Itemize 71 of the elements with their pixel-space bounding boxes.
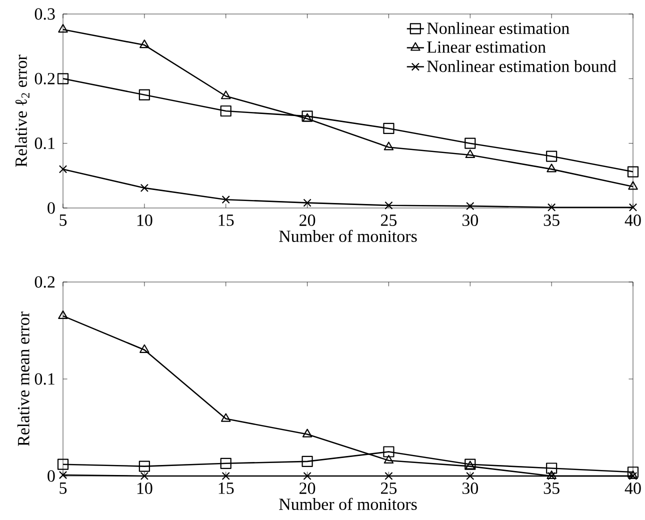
legend-label: Linear estimation <box>427 41 546 53</box>
point <box>57 73 69 84</box>
point <box>140 184 149 192</box>
point <box>302 428 312 438</box>
point <box>58 165 68 174</box>
point <box>140 344 150 353</box>
x-tick-label: 15 <box>218 482 234 494</box>
point <box>138 460 150 472</box>
point <box>546 150 558 162</box>
y-tick-label: 0 <box>48 470 55 482</box>
y-tick-label: 0.1 <box>34 373 54 385</box>
point <box>546 164 556 172</box>
x-tick-label: 25 <box>380 482 397 494</box>
point <box>302 456 313 467</box>
point <box>220 90 231 100</box>
point <box>628 181 638 190</box>
y-axis-title: Relative ℓ$_{2}$ error <box>14 54 30 167</box>
point <box>222 472 230 480</box>
point <box>140 472 149 480</box>
point <box>384 454 394 464</box>
point <box>383 122 394 134</box>
point <box>138 89 150 100</box>
point <box>628 203 638 212</box>
point <box>58 470 68 480</box>
point <box>384 472 393 480</box>
y-tick-label: 0 <box>48 202 55 214</box>
point <box>58 24 68 33</box>
point <box>384 142 394 150</box>
point <box>546 462 558 474</box>
y-tick-label: 0.2 <box>34 72 55 84</box>
x-axis-title: Number of monitors <box>279 230 417 242</box>
point <box>303 472 312 480</box>
x-tick-label: 20 <box>300 482 316 494</box>
x-tick-label: 20 <box>300 214 316 226</box>
point <box>466 202 474 210</box>
y-axis-title: Relative mean error <box>17 312 30 446</box>
x-tick-label: 35 <box>544 214 560 226</box>
point <box>384 201 393 210</box>
x-tick-label: 40 <box>624 482 641 494</box>
x-tick-label: 10 <box>137 482 152 494</box>
point <box>220 105 232 117</box>
x-tick-label: 10 <box>137 214 152 226</box>
point <box>58 310 68 320</box>
x-tick-label: 15 <box>218 214 234 226</box>
y-tick-label: 0.2 <box>34 276 55 288</box>
y-tick-label: 0.3 <box>34 8 55 20</box>
x-tick-label: 40 <box>624 214 641 226</box>
legend-label: Nonlinear estimation bound <box>427 60 616 72</box>
x-axis-title: Number of monitors <box>279 498 417 510</box>
y-tick-label: 0.1 <box>34 138 54 150</box>
x-tick-label: 25 <box>380 214 397 226</box>
point <box>220 458 232 469</box>
x-tick-label: 30 <box>462 214 478 226</box>
x-tick-label: 35 <box>544 482 560 494</box>
point <box>302 110 313 122</box>
x-tick-label: 30 <box>462 482 478 494</box>
point <box>383 446 394 458</box>
legend-label: Nonlinear estimation <box>427 22 570 34</box>
point <box>627 166 639 178</box>
point <box>302 113 312 122</box>
x-tick-label: 5 <box>60 482 67 494</box>
point <box>547 203 556 212</box>
point <box>57 458 69 470</box>
point <box>140 39 150 48</box>
point <box>465 149 476 158</box>
point <box>464 138 476 149</box>
point <box>303 198 312 207</box>
point <box>222 196 230 204</box>
x-tick-label: 5 <box>60 214 67 226</box>
point <box>220 413 231 422</box>
point <box>466 472 474 480</box>
